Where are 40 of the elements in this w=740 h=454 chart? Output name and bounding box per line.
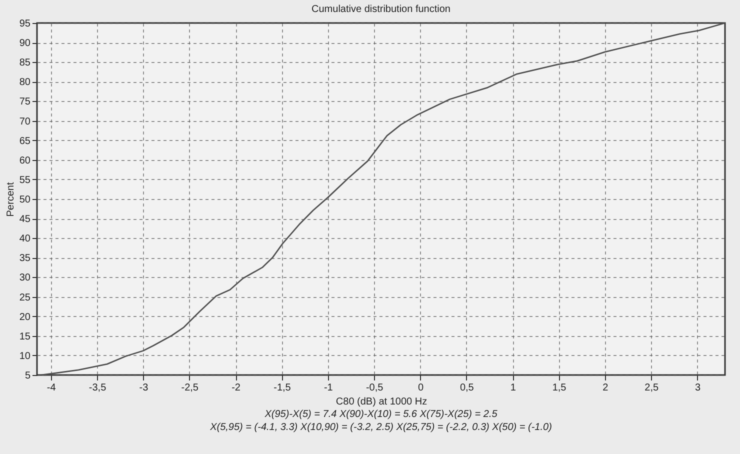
y-tick-label: 65 [19, 136, 31, 147]
x-tick-label: 2,5 [644, 382, 660, 394]
y-tick-label: 55 [19, 174, 31, 186]
line-series [40, 22, 726, 376]
y-tick-label: 5 [24, 370, 31, 382]
y-tick-label: 60 [19, 155, 31, 166]
x-tick-label: 0 [418, 382, 424, 394]
x-tick-label: 2 [602, 382, 609, 394]
y-tick-label: 25 [19, 292, 31, 304]
x-tick-label: -1 [324, 382, 334, 394]
y-tick-label: 30 [19, 272, 31, 284]
y-axis-title: Percent [5, 182, 16, 217]
x-tick-label: -2 [232, 382, 241, 394]
x-tick-label: -0,5 [366, 382, 384, 394]
y-tick-label: 90 [19, 38, 31, 50]
x-tick-label: 0,5 [460, 382, 474, 394]
x-tick-label: -4 [46, 382, 56, 394]
y-tick-label: 45 [19, 214, 31, 226]
y-tick-label: 85 [19, 58, 31, 69]
x-tick-label: -2,5 [181, 382, 199, 394]
x-tick-label: -3,5 [88, 382, 107, 394]
y-tick-label: 40 [19, 234, 31, 245]
x-tick-label: 1 [510, 382, 516, 394]
chart-title: Cumulative distribution function [312, 4, 450, 15]
y-tick-label: 15 [19, 331, 31, 342]
x-axis-title: C80 (dB) at 1000 Hz [336, 396, 428, 408]
x-tick-label: -3 [139, 382, 149, 394]
y-tick-label: 20 [19, 312, 31, 323]
y-tick-label: 35 [19, 253, 31, 264]
y-tick-label: 95 [19, 18, 31, 30]
y-tick-label: 70 [19, 116, 31, 128]
y-tick-label: 10 [19, 350, 31, 362]
text: X(5,95) = (-4.1, 3.3) X(10,90) = (-3.2, 2.5) X(25,75) = (-2.2, 0.3) X(50) = (-1.0) [209, 422, 552, 433]
x-tick-label: -1,5 [274, 382, 292, 394]
y-tick-label: 80 [19, 77, 31, 88]
x-tick-label: 1,5 [552, 382, 567, 394]
x-tick-label: 3 [695, 382, 702, 394]
y-tick-label: 75 [19, 96, 31, 108]
y-tick-label: 50 [19, 194, 31, 206]
text: X(95)-X(5) = 7.4 X(90)-X(10) = 5.6 X(75)-X(25) = 2.5 [264, 409, 498, 420]
